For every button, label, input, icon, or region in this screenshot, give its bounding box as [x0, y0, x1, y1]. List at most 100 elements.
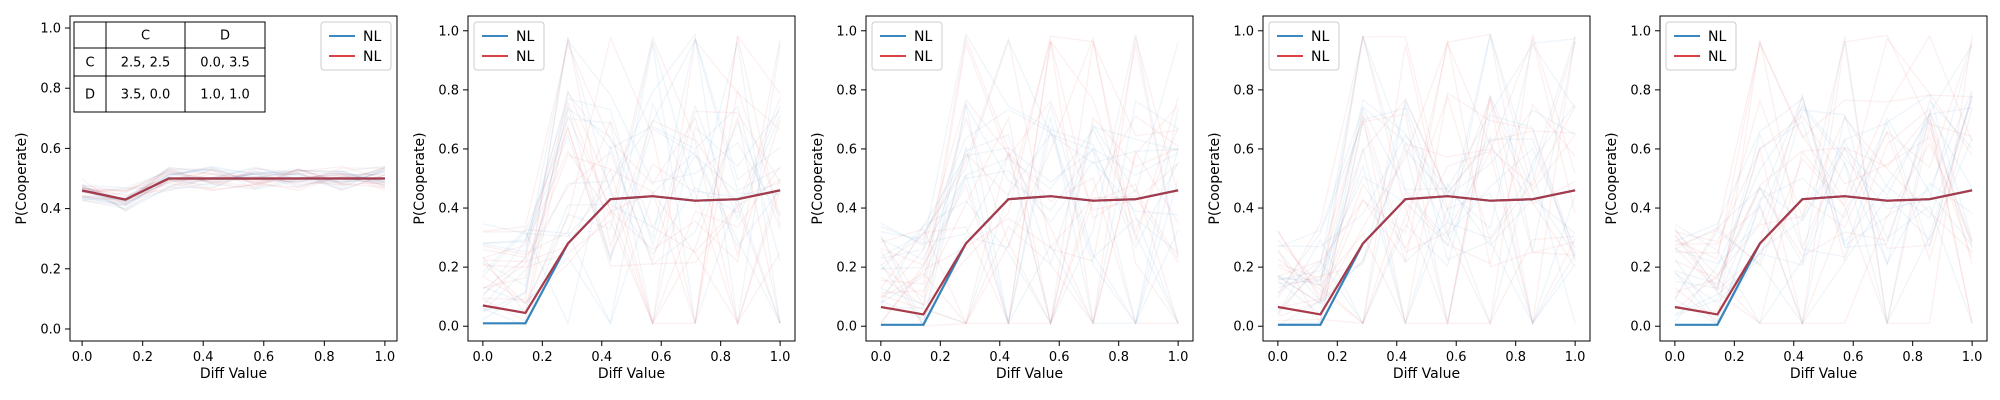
trial-line — [1277, 107, 1576, 325]
trial-line — [880, 102, 1179, 326]
trial-line — [1277, 35, 1576, 326]
y-tick-label: 0.2 — [836, 261, 857, 276]
trial-line — [82, 173, 385, 192]
trial-line — [482, 124, 781, 324]
trial-line — [1277, 36, 1576, 286]
trial-line — [482, 39, 781, 263]
x-tick-label: 1.0 — [1168, 350, 1189, 365]
trial-line — [482, 109, 781, 324]
trial-line — [1674, 116, 1973, 311]
trial-line — [1674, 34, 1973, 324]
y-tick-label: 0.4 — [836, 202, 857, 217]
x-tick-label: 0.2 — [132, 350, 153, 365]
x-tick-label: 0.6 — [1843, 350, 1864, 365]
x-tick-label: 0.2 — [532, 350, 553, 365]
trial-line — [1674, 90, 1973, 247]
x-tick-label: 0.0 — [72, 350, 93, 365]
trial-line — [1277, 92, 1576, 324]
legend-label-1: NL — [516, 29, 534, 45]
x-tick-label: 0.6 — [651, 350, 672, 365]
trial-line — [880, 35, 1179, 307]
x-axis-label: Diff Value — [1790, 366, 1857, 382]
trial-line — [482, 126, 781, 326]
x-tick-label: 0.8 — [710, 350, 731, 365]
y-tick-label: 0.8 — [1630, 83, 1651, 98]
table-row-label: D — [85, 88, 95, 103]
trial-line — [482, 38, 781, 313]
x-tick-label: 0.0 — [473, 350, 494, 365]
y-tick-label: 0.6 — [836, 142, 857, 157]
legend: NL NL — [1268, 21, 1340, 71]
trial-line — [1674, 36, 1973, 326]
trial-line — [880, 147, 1179, 324]
y-tick-label: 1.0 — [438, 24, 459, 39]
trial-line — [482, 36, 781, 326]
x-tick-label: 0.4 — [1783, 350, 1804, 365]
trial-line — [1674, 34, 1973, 325]
trial-line — [82, 173, 386, 194]
x-tick-label: 1.0 — [1962, 350, 1983, 365]
y-axis-label: P(Cooperate) — [1604, 132, 1620, 224]
legend-label-2: NL — [914, 49, 932, 65]
x-tick-label: 0.8 — [314, 350, 335, 365]
table-cell-value: 3.5, 0.0 — [121, 88, 171, 103]
trial-line — [1277, 36, 1576, 305]
legend: NL NL — [1665, 21, 1737, 71]
x-tick-label: 0.2 — [1327, 350, 1348, 365]
trial-line — [880, 160, 1179, 304]
subplot-1: 0.0 0.2 0.4 0.6 0.8 1.0 0.0 0.2 0.4 0.6 0.8 1.0 Diff… — [14, 15, 398, 382]
plot-area — [880, 32, 1179, 327]
trial-line — [880, 128, 1179, 327]
trial-line — [880, 173, 1179, 326]
trial-line — [1277, 138, 1576, 281]
y-tick-label: 0.0 — [1233, 320, 1254, 335]
trial-line — [880, 41, 1179, 326]
trial-line — [1674, 37, 1973, 247]
y-tick-label: 1.0 — [836, 24, 857, 39]
trial-line — [1674, 114, 1973, 259]
x-tick-label: 1.0 — [375, 350, 396, 365]
legend: NL NL — [871, 21, 943, 71]
trial-line — [81, 173, 385, 211]
trial-line — [1277, 34, 1576, 324]
table-cell — [184, 47, 266, 77]
y-axis-label: P(Cooperate) — [412, 132, 428, 224]
trial-line — [482, 35, 781, 324]
table-cell — [73, 21, 107, 49]
trial-line — [1674, 45, 1973, 265]
x-tick-label: 0.6 — [253, 350, 274, 365]
trial-line — [1674, 41, 1973, 291]
trial-line — [1277, 98, 1576, 302]
trial-line — [880, 128, 1179, 324]
series-line-2 — [81, 177, 385, 201]
trial-line — [1277, 163, 1576, 326]
y-axis-label: P(Cooperate) — [1207, 132, 1223, 224]
y-tick-label: 0.6 — [438, 142, 459, 157]
trial-line — [482, 32, 781, 324]
trial-line — [482, 114, 781, 325]
table-cell — [184, 75, 266, 113]
x-tick-label: 0.6 — [1049, 350, 1070, 365]
y-tick-label: 0.0 — [438, 320, 459, 335]
trial-line — [1674, 44, 1973, 324]
trial-line — [880, 40, 1179, 307]
y-tick-label: 0.0 — [1630, 320, 1651, 335]
trial-line — [482, 35, 781, 259]
trial-line — [880, 42, 1179, 266]
trial-line — [1277, 36, 1576, 280]
subplot-5: 0.0 0.2 0.4 0.6 0.8 1.0 0.0 0.2 0.4 0.6 0.8 1.0 Diff… — [1604, 15, 1988, 382]
subplot-3: 0.0 0.2 0.4 0.6 0.8 1.0 0.0 0.2 0.4 0.6 0.8 1.0 Diff… — [810, 15, 1194, 382]
x-axis-label: Diff Value — [996, 366, 1063, 382]
trial-line — [482, 120, 781, 326]
trial-line — [880, 195, 1179, 323]
trial-line — [81, 165, 386, 206]
trial-line — [482, 150, 781, 325]
trial-line — [482, 154, 781, 311]
trial-line — [1674, 93, 1973, 313]
axes-frame — [467, 15, 796, 342]
table-cell-value: 2.5, 2.5 — [121, 56, 171, 71]
table-cell — [105, 21, 186, 49]
trial-line — [81, 166, 386, 207]
trial-line — [880, 115, 1179, 326]
y-tick-label: 0.0 — [836, 320, 857, 335]
